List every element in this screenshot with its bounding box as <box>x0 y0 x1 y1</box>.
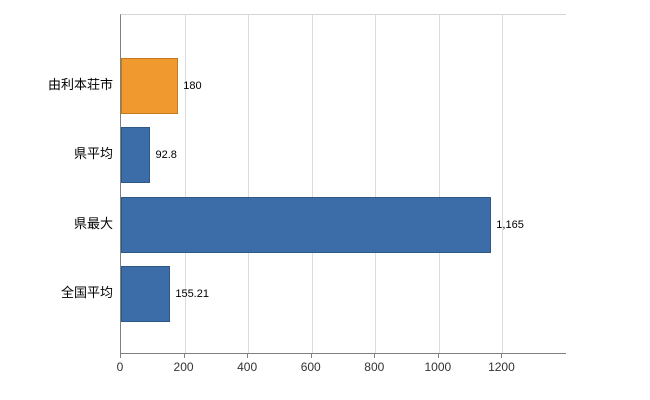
x-axis-tick-label: 800 <box>364 360 385 374</box>
plot-area: 180 92.8 1,165 155.21 <box>120 14 566 354</box>
gridline <box>311 15 313 353</box>
bar-value-label: 1,165 <box>496 218 524 231</box>
gridline <box>248 15 250 353</box>
x-axis-tick-label: 0 <box>116 360 124 374</box>
gridline <box>184 15 186 353</box>
bar <box>121 196 492 253</box>
gridline <box>502 15 504 353</box>
x-axis-tick <box>437 353 439 358</box>
gridline <box>438 15 440 353</box>
bar <box>121 58 179 114</box>
bar-value-label: 180 <box>183 80 202 92</box>
x-axis-tick <box>247 353 249 358</box>
x-axis-tick <box>374 353 376 358</box>
gridline <box>375 15 377 353</box>
bar-value-label: 155.21 <box>175 287 209 300</box>
category-label: 県最大 <box>73 215 113 231</box>
category-label: 全国平均 <box>60 284 113 300</box>
x-axis-tick-label: 1000 <box>424 360 452 374</box>
x-axis-tick-label: 200 <box>173 360 194 374</box>
x-axis-tick <box>183 353 185 358</box>
x-axis-tick <box>310 353 312 358</box>
x-axis-tick-label: 600 <box>300 360 321 374</box>
category-label: 県平均 <box>73 146 113 162</box>
bar <box>121 127 151 184</box>
x-axis-tick-label: 1200 <box>488 360 515 374</box>
x-axis-tick <box>501 353 503 358</box>
x-axis-tick <box>120 353 121 358</box>
x-axis-tick-label: 400 <box>237 360 258 374</box>
category-label: 由利本荘市 <box>47 77 113 92</box>
bar <box>121 265 171 322</box>
bar-value-label: 92.8 <box>155 149 177 162</box>
